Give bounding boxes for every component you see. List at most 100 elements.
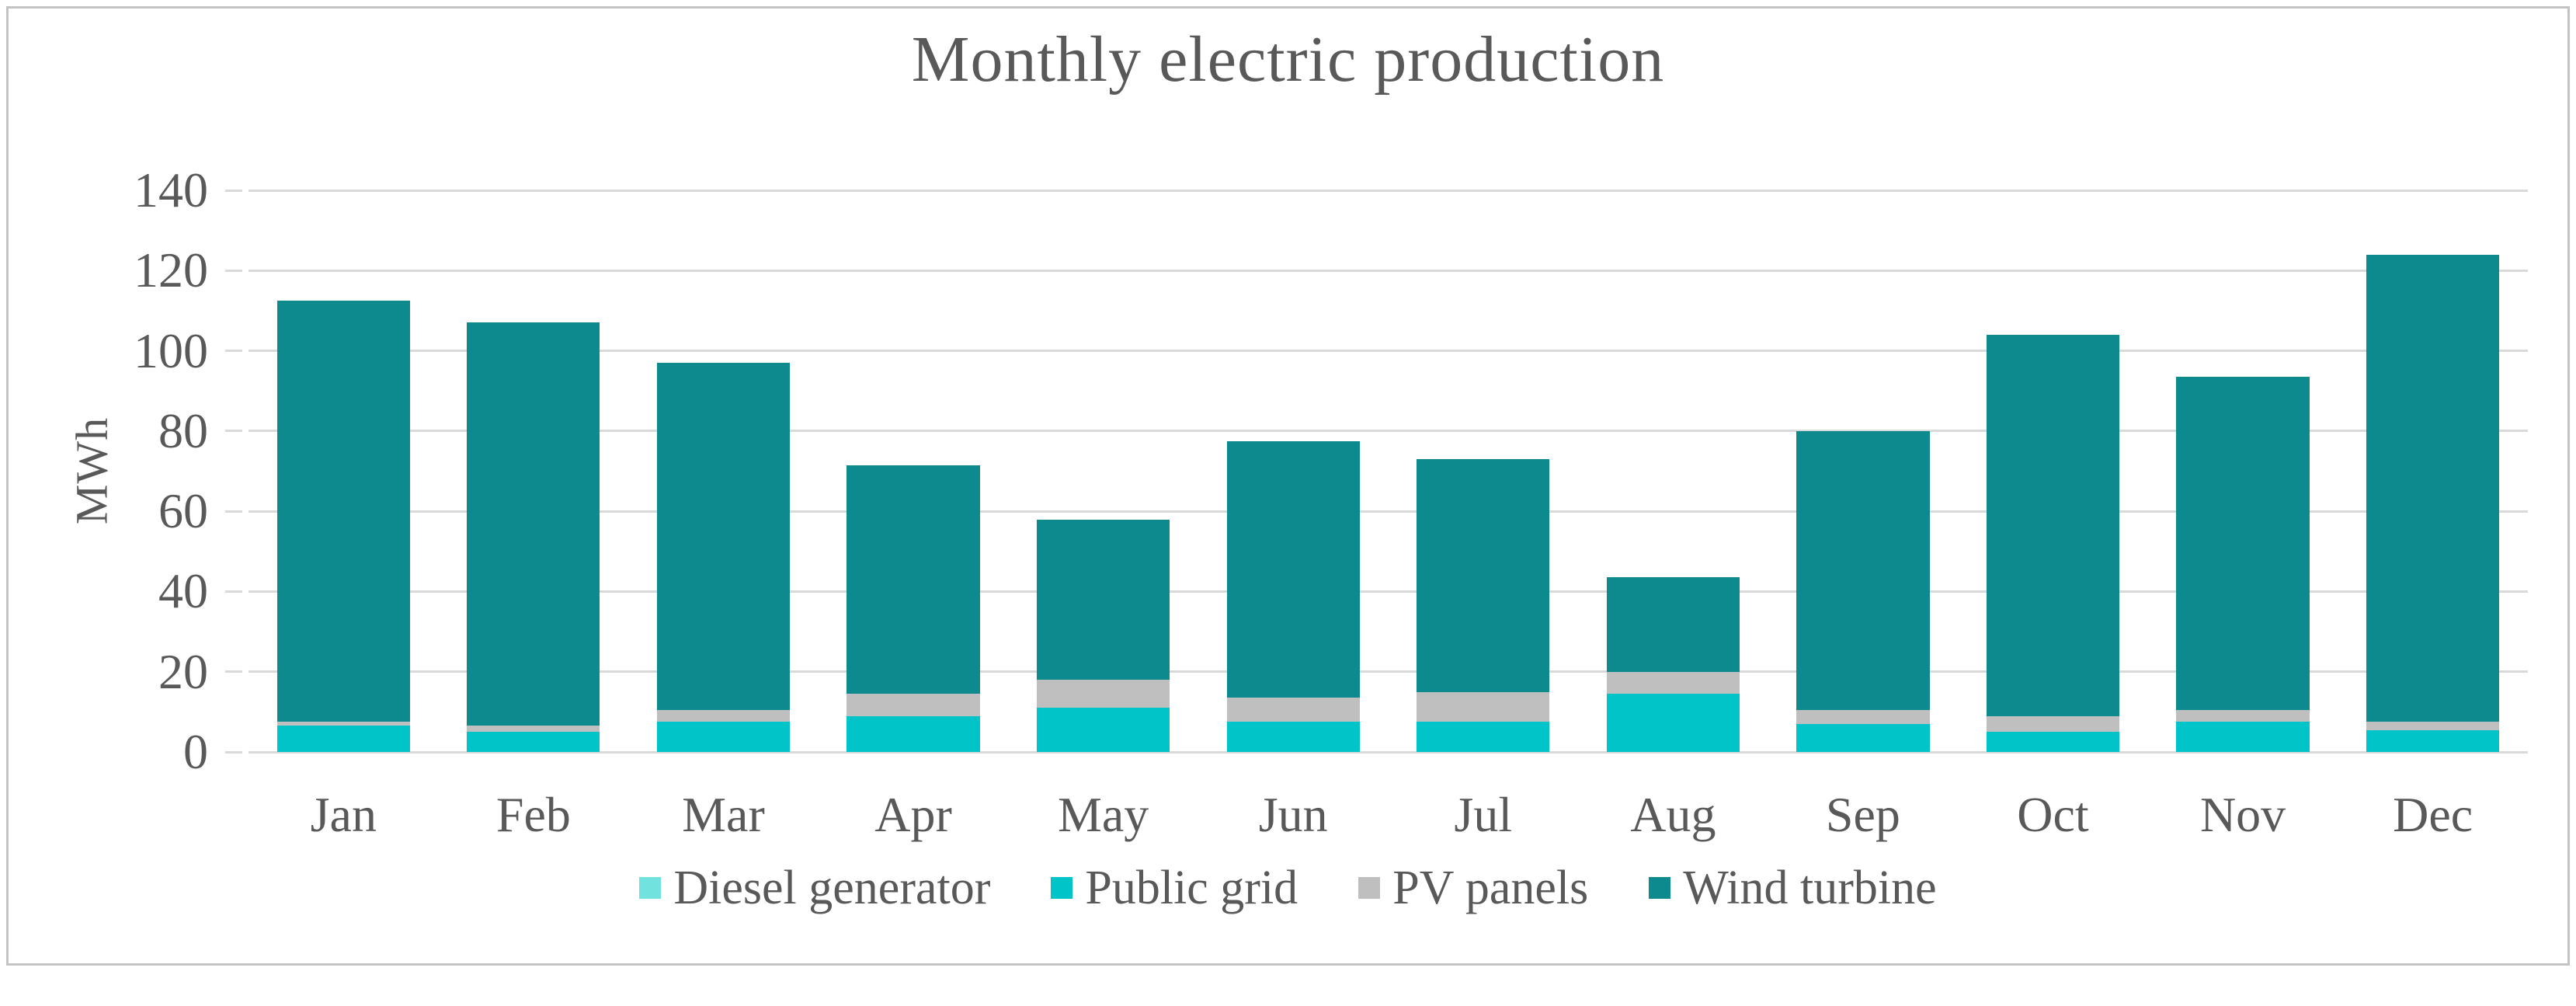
segment-pv-panels-mar <box>656 709 791 722</box>
segment-wind-turbine-feb <box>467 322 600 726</box>
x-axis-label-jul: Jul <box>1454 787 1513 842</box>
y-tick-label-120: 120 <box>134 242 208 298</box>
bar-column-jul <box>1388 190 1578 752</box>
y-tick-label-60: 60 <box>158 483 208 539</box>
legend-label-pv-panels: PV panels <box>1392 862 1589 914</box>
segment-pv-panels-aug <box>1606 671 1740 694</box>
bar-jun <box>1226 190 1360 752</box>
y-tick-label-140: 140 <box>134 162 208 218</box>
bar-oct <box>1986 190 2120 752</box>
y-tick-label-80: 80 <box>158 402 208 458</box>
segment-pv-panels-feb <box>467 726 600 733</box>
segment-public-grid-oct <box>1986 732 2120 752</box>
segment-public-grid-sep <box>1796 723 1930 752</box>
bars <box>249 190 2528 752</box>
y-tick-mark-120 <box>225 269 242 272</box>
segment-public-grid-may <box>1037 708 1170 752</box>
segment-wind-turbine-may <box>1037 519 1170 681</box>
x-axis-label-sep: Sep <box>1825 787 1900 842</box>
legend-swatch-public-grid <box>1051 877 1073 899</box>
bar-column-mar <box>628 190 819 752</box>
legend-swatch-diesel-generator <box>639 877 662 899</box>
x-axis-labels: Jan Feb Mar Apr May Jun Jul Aug Sep Oct Nov Dec <box>249 757 2528 840</box>
bar-jan <box>276 190 410 752</box>
legend-item-wind-turbine: Wind turbine <box>1649 862 1937 914</box>
bar-column-jun <box>1198 190 1389 752</box>
y-tick-label-40: 40 <box>158 563 208 619</box>
chart-title: Monthly electric production <box>911 23 1665 96</box>
bar-jul <box>1417 190 1550 752</box>
x-axis-label-mar: Mar <box>682 787 765 842</box>
x-axis-label-apr: Apr <box>874 787 952 842</box>
segment-wind-turbine-jan <box>276 301 410 722</box>
segment-public-grid-apr <box>846 715 980 752</box>
x-axis-label-jan: Jan <box>310 787 377 842</box>
x-axis-label-oct: Oct <box>2017 787 2089 842</box>
segment-wind-turbine-nov <box>2176 377 2310 710</box>
y-tick-label-20: 20 <box>158 643 208 699</box>
segment-public-grid-nov <box>2176 722 2310 752</box>
segment-wind-turbine-jul <box>1417 459 1550 692</box>
bar-column-dec <box>2338 190 2528 752</box>
y-tick-mark-60 <box>225 510 242 513</box>
legend-swatch-pv-panels <box>1358 877 1381 899</box>
y-tick-mark-80 <box>225 430 242 433</box>
y-tick-mark-140 <box>225 189 242 192</box>
legend-label-public-grid: Public grid <box>1085 862 1298 914</box>
legend-item-public-grid: Public grid <box>1051 864 1298 912</box>
segment-wind-turbine-jun <box>1226 440 1360 698</box>
x-axis-label-jun: Jun <box>1258 787 1328 842</box>
legend-label-wind-turbine: Wind turbine <box>1683 862 1937 914</box>
plot-area <box>225 189 2528 754</box>
y-tick-mark-0 <box>225 750 242 754</box>
gridline-120 <box>249 269 2528 272</box>
bar-apr <box>846 190 980 752</box>
bar-dec <box>2366 190 2500 752</box>
segment-public-grid-dec <box>2366 729 2500 752</box>
bar-mar <box>656 190 791 752</box>
y-tick-mark-20 <box>225 670 242 674</box>
bar-column-may <box>1008 190 1198 752</box>
segment-wind-turbine-aug <box>1606 577 1740 672</box>
segment-wind-turbine-apr <box>846 465 980 694</box>
y-tick-label-100: 100 <box>134 322 208 378</box>
bar-aug <box>1606 190 1740 752</box>
segment-public-grid-jun <box>1226 722 1360 752</box>
segment-wind-turbine-sep <box>1796 430 1930 710</box>
segment-pv-panels-may <box>1037 680 1170 708</box>
segment-pv-panels-dec <box>2366 722 2500 730</box>
x-axis-label-may: May <box>1057 787 1149 842</box>
gridline-100 <box>249 350 2528 353</box>
gridline-80 <box>249 430 2528 433</box>
bar-may <box>1037 190 1170 752</box>
segment-pv-panels-jul <box>1417 691 1550 722</box>
segment-wind-turbine-dec <box>2366 254 2500 722</box>
x-axis-label-feb: Feb <box>495 787 571 842</box>
gridline-60 <box>249 510 2528 513</box>
legend-item-diesel-generator: Diesel generator <box>639 864 990 912</box>
gridline-140 <box>249 189 2528 192</box>
bar-column-apr <box>819 190 1009 752</box>
segment-wind-turbine-oct <box>1986 334 2120 716</box>
gridline-20 <box>249 670 2528 674</box>
gridline-40 <box>249 590 2528 593</box>
segment-pv-panels-jun <box>1226 698 1360 722</box>
y-tick-mark-40 <box>225 590 242 593</box>
bar-sep <box>1796 190 1930 752</box>
bar-nov <box>2176 190 2310 752</box>
segment-pv-panels-jan <box>276 722 410 726</box>
segment-public-grid-aug <box>1606 694 1740 752</box>
bar-column-feb <box>439 190 629 752</box>
x-axis-label-nov: Nov <box>2199 787 2286 842</box>
segment-pv-panels-sep <box>1796 709 1930 724</box>
legend-label-diesel-generator: Diesel generator <box>673 862 991 914</box>
bar-column-oct <box>1958 190 2148 752</box>
y-tick-label-0: 0 <box>183 724 208 779</box>
bar-column-aug <box>1578 190 1768 752</box>
bar-column-jan <box>249 190 439 752</box>
segment-public-grid-jul <box>1417 722 1550 752</box>
legend-item-pv-panels: PV panels <box>1358 864 1588 912</box>
bar-feb <box>467 190 600 752</box>
x-axis-label-aug: Aug <box>1630 787 1716 842</box>
segment-public-grid-mar <box>656 722 791 752</box>
